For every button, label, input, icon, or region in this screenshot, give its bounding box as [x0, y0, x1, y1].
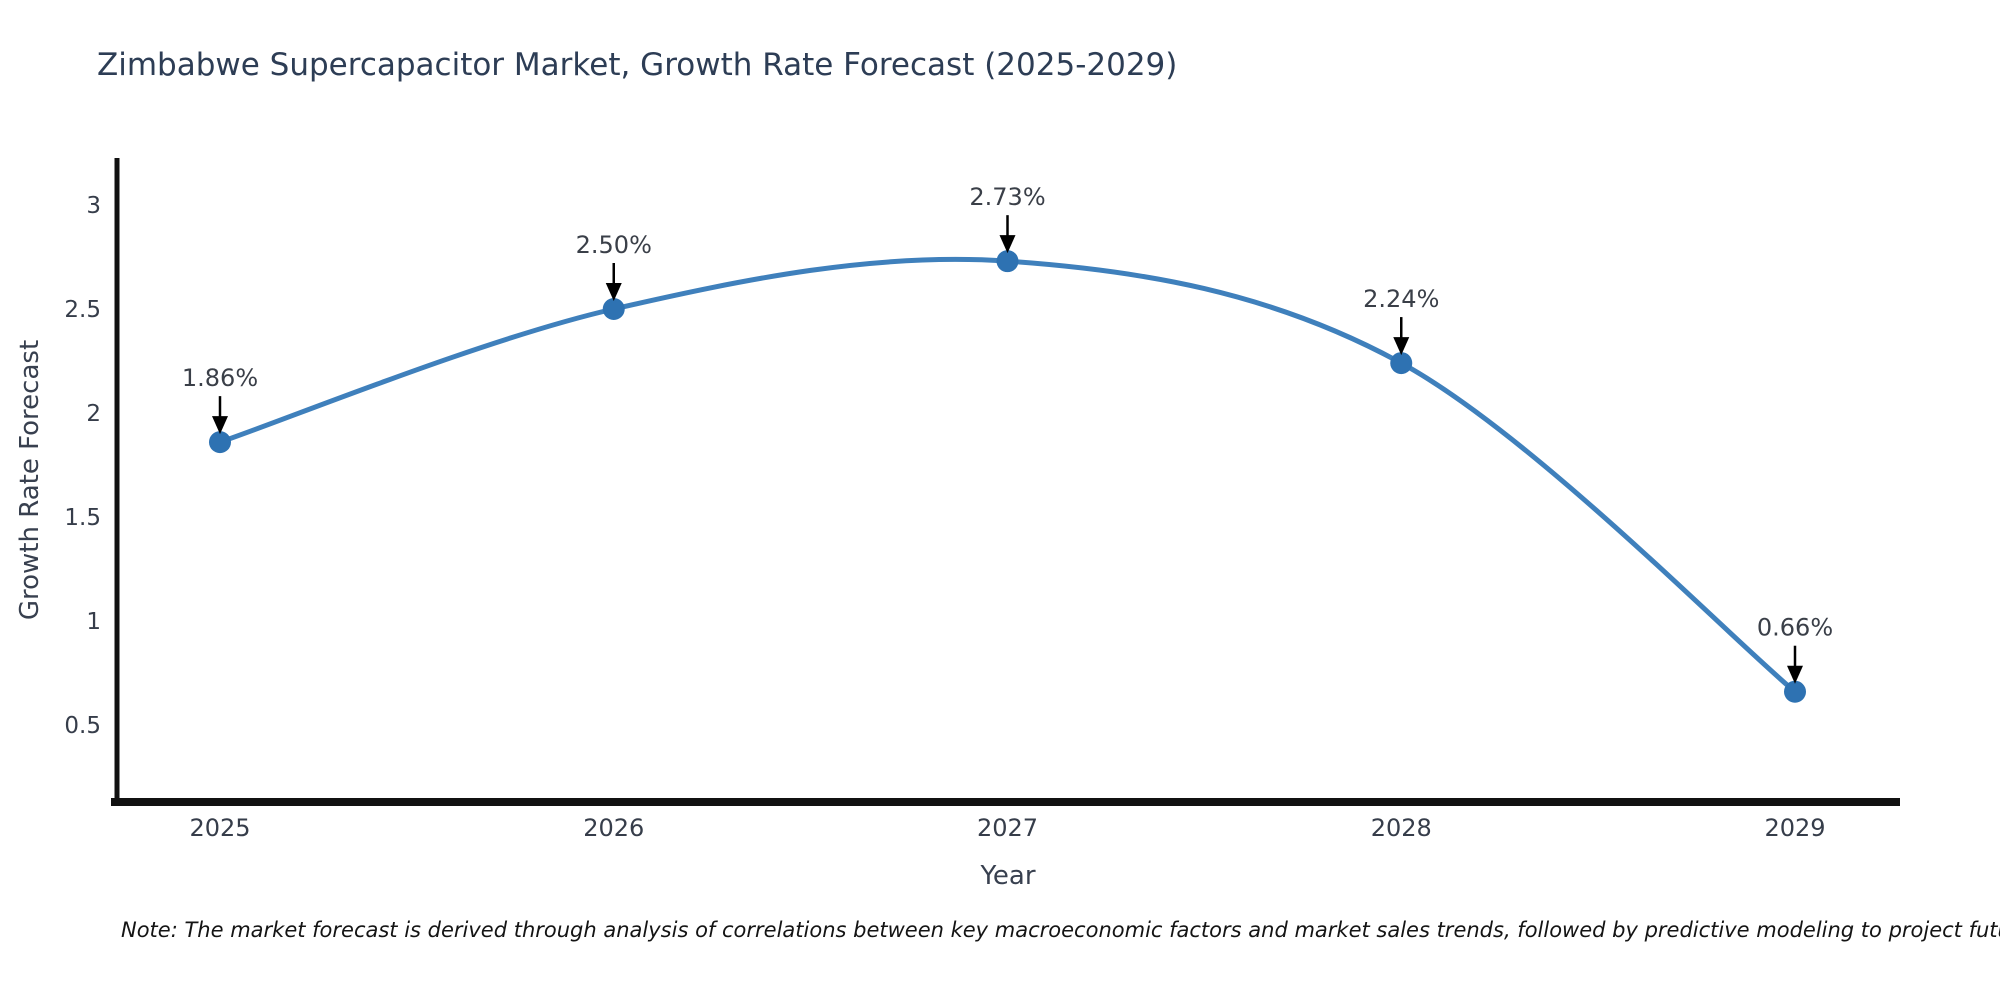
y-tick-label: 2	[86, 401, 101, 427]
y-tick-label: 0.5	[64, 713, 101, 739]
data-point-label: 2.73%	[969, 183, 1045, 211]
y-tick-label: 1.5	[64, 505, 101, 531]
y-tick-label: 1	[86, 609, 101, 635]
data-point	[1390, 352, 1413, 375]
y-tick-label: 2.5	[64, 297, 101, 323]
data-point	[1784, 680, 1806, 703]
annotation-arrowhead	[1787, 665, 1803, 684]
data-point-label: 2.50%	[576, 231, 652, 259]
data-point	[209, 431, 231, 454]
x-tick-label: 2027	[977, 814, 1038, 842]
data-point	[602, 298, 625, 320]
annotation-arrowhead	[999, 235, 1016, 254]
x-axis-title: Year	[980, 861, 1036, 891]
y-tick-label: 3	[86, 193, 101, 219]
data-point	[996, 250, 1019, 273]
x-tick-label: 2026	[583, 814, 644, 842]
x-tick-label: 2028	[1371, 814, 1432, 842]
annotation-arrowhead	[1393, 337, 1410, 356]
x-tick-label: 2029	[1764, 814, 1825, 842]
annotation-arrowhead	[212, 416, 228, 435]
chart-title: Zimbabwe Supercapacitor Market, Growth R…	[97, 47, 1178, 83]
data-point-label: 2.24%	[1363, 285, 1439, 313]
annotation-arrowhead	[605, 283, 622, 301]
line-series	[217, 256, 1798, 695]
data-point-label: 1.86%	[182, 364, 258, 392]
data-point-label: 0.66%	[1757, 614, 1833, 642]
x-tick-label: 2025	[189, 814, 250, 842]
footnote: Note: The market forecast is derived thr…	[121, 918, 2000, 942]
